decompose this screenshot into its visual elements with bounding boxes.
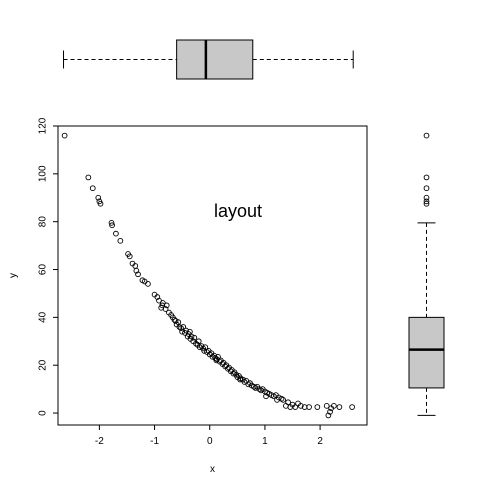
y-tick-label: 80 (38, 216, 49, 228)
plot-frame (57, 125, 368, 426)
data-point (145, 281, 151, 287)
y-box (408, 316, 445, 389)
data-point (172, 318, 179, 324)
x-axis: -2 -1 0 1 2 (95, 425, 323, 447)
data-point (196, 344, 203, 351)
x-tick-label: 0 (207, 436, 213, 447)
data-point (183, 327, 189, 334)
y-boxplot (408, 132, 445, 416)
y-tick-label: 20 (38, 359, 49, 371)
y-tick-label: 60 (38, 264, 49, 276)
y-box-outlier (423, 194, 430, 201)
data-point (95, 194, 102, 201)
y-box-outlier (423, 132, 430, 139)
data-point (126, 253, 133, 260)
x-axis-label: x (210, 464, 215, 475)
data-point (61, 132, 68, 139)
data-point (109, 222, 115, 229)
data-point (215, 353, 221, 360)
data-point (89, 185, 96, 192)
data-point (251, 383, 257, 390)
data-point (135, 271, 141, 278)
data-point (191, 334, 198, 341)
data-point (256, 386, 263, 392)
data-point (188, 333, 195, 340)
data-point (258, 387, 264, 394)
data-point (113, 230, 119, 237)
y-tick-label: 100 (38, 165, 49, 182)
data-point (314, 404, 321, 410)
x-tick-label: 1 (262, 436, 268, 447)
x-tick-label: 2 (317, 436, 323, 447)
data-point (85, 174, 92, 181)
data-point (306, 404, 312, 410)
data-point (202, 344, 209, 351)
data-point (285, 399, 291, 406)
data-point (336, 404, 343, 410)
y-box-outlier (423, 185, 430, 192)
data-point (133, 267, 140, 274)
data-point (159, 302, 166, 309)
data-point (292, 404, 299, 410)
x-box (176, 39, 254, 80)
data-point (209, 353, 216, 360)
data-point (213, 357, 220, 364)
data-point (325, 412, 332, 419)
data-point (245, 381, 252, 388)
data-point (297, 403, 304, 409)
data-point (230, 370, 237, 377)
data-point (187, 328, 193, 335)
data-point (327, 408, 333, 415)
data-point (195, 338, 202, 345)
x-tick-label: -2 (95, 436, 104, 447)
data-point (252, 385, 259, 391)
data-point (280, 397, 286, 403)
data-point (108, 220, 115, 226)
data-point (97, 200, 104, 207)
data-point (154, 294, 161, 300)
data-point (237, 376, 243, 383)
data-point (349, 404, 355, 410)
data-point (176, 324, 183, 330)
y-box-outlier (423, 174, 430, 181)
data-point (263, 393, 269, 400)
y-axis-label: y (8, 273, 19, 278)
scatter-plot: -2 -1 0 1 2 0 20 40 60 80 100 120 layout x y (8, 117, 368, 475)
y-axis: 0 20 40 60 80 100 120 (38, 117, 58, 416)
y-tick-label: 120 (38, 117, 49, 134)
data-point (180, 324, 187, 330)
data-point (323, 403, 330, 409)
y-box-outlier (423, 200, 430, 207)
data-point (331, 403, 337, 409)
y-tick-label: 40 (38, 311, 49, 323)
scatter-points (61, 132, 355, 419)
layout-annotation: layout (214, 201, 262, 221)
x-boxplot (63, 39, 354, 80)
data-point (117, 237, 124, 244)
data-point (162, 306, 169, 312)
data-point (274, 397, 280, 403)
x-tick-label: -1 (150, 436, 159, 447)
y-tick-label: 0 (38, 410, 49, 416)
y-box-outlier (423, 198, 430, 205)
